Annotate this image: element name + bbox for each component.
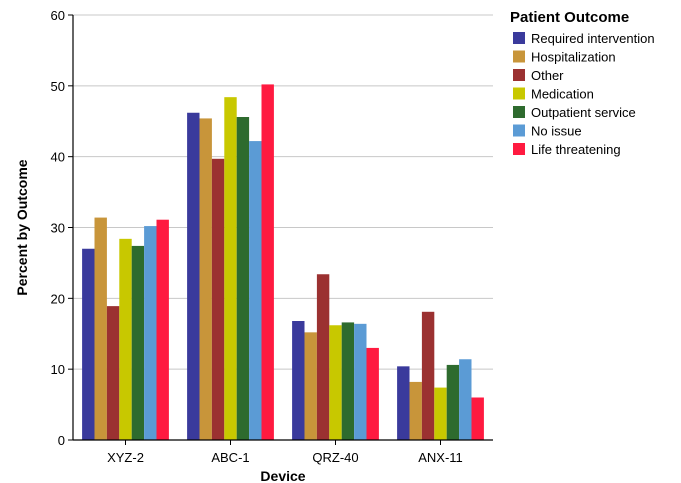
bar-qrz-40-hospitalization (304, 332, 317, 440)
legend-label: Required intervention (531, 31, 655, 46)
legend-label: Life threatening (531, 142, 621, 157)
y-tick-labels: 0 10 20 30 40 50 60 (51, 8, 65, 448)
bar-abc-1-medication (224, 97, 237, 441)
legend-swatch (513, 143, 525, 155)
bar-xyz-2-medication (119, 238, 132, 440)
axes (68, 14, 493, 445)
x-tick-label: QRZ-40 (312, 450, 358, 465)
legend-title: Patient Outcome (510, 9, 629, 26)
bar-anx-11-required-intervention (397, 366, 410, 440)
legend-label: Hospitalization (531, 50, 616, 65)
bar-anx-11-life-threatening (471, 397, 484, 440)
legend-swatch (513, 124, 525, 137)
x-tick-label: ABC-1 (211, 450, 249, 465)
bar-qrz-40-life-threatening (366, 347, 379, 440)
legend-swatch (513, 32, 525, 44)
y-tick-label: 40 (51, 150, 65, 165)
x-axis-title: Device (260, 468, 305, 483)
x-tick-labels: XYZ-2 ABC-1 QRZ-40 ANX-11 (107, 450, 463, 465)
bar-abc-1-other (211, 158, 225, 440)
y-tick-label: 20 (51, 291, 65, 306)
bar-xyz-2-other (106, 306, 120, 440)
bar-abc-1-hospitalization (199, 118, 212, 441)
legend-swatch (513, 87, 525, 100)
bar-anx-11-medication (434, 387, 447, 440)
bar-xyz-2-outpatient-service (131, 245, 145, 440)
bar-qrz-40-required-intervention (292, 321, 305, 440)
x-tick-label: ANX-11 (418, 450, 463, 465)
bar-abc-1-outpatient-service (236, 117, 250, 440)
bar-anx-11-no-issue (459, 359, 472, 440)
bar-abc-1-required-intervention (187, 112, 200, 440)
bar-xyz-2-no-issue (144, 226, 157, 440)
bars (82, 84, 484, 441)
y-tick-label: 30 (51, 221, 65, 236)
legend-swatch (513, 50, 525, 63)
y-tick-label: 50 (51, 79, 65, 94)
y-tick-label: 60 (51, 8, 65, 23)
legend: Patient Outcome Required intervention Hos… (510, 9, 655, 157)
bar-xyz-2-required-intervention (82, 248, 95, 440)
legend-label: Outpatient service (531, 105, 636, 120)
bar-qrz-40-outpatient-service (341, 322, 355, 440)
legend-label: Medication (531, 87, 594, 102)
bar-qrz-40-no-issue (354, 323, 367, 440)
legend-label: Other (531, 68, 564, 83)
bar-anx-11-hospitalization (409, 381, 422, 440)
legend-swatch (513, 106, 525, 118)
y-axis-title: Percent by Outcome (14, 159, 30, 295)
legend-label: No issue (531, 124, 582, 139)
bar-anx-11-other (421, 311, 435, 440)
bar-anx-11-outpatient-service (446, 364, 460, 440)
bar-qrz-40-medication (329, 325, 342, 440)
x-tick-label: XYZ-2 (107, 450, 144, 465)
bar-abc-1-no-issue (249, 141, 262, 441)
bar-abc-1-life-threatening (261, 84, 274, 441)
legend-swatch (513, 69, 525, 81)
y-tick-label: 0 (58, 433, 65, 448)
bar-xyz-2-hospitalization (94, 217, 107, 440)
bar-qrz-40-other (316, 274, 330, 440)
bar-xyz-2-life-threatening (156, 219, 169, 440)
y-tick-label: 10 (51, 362, 65, 377)
